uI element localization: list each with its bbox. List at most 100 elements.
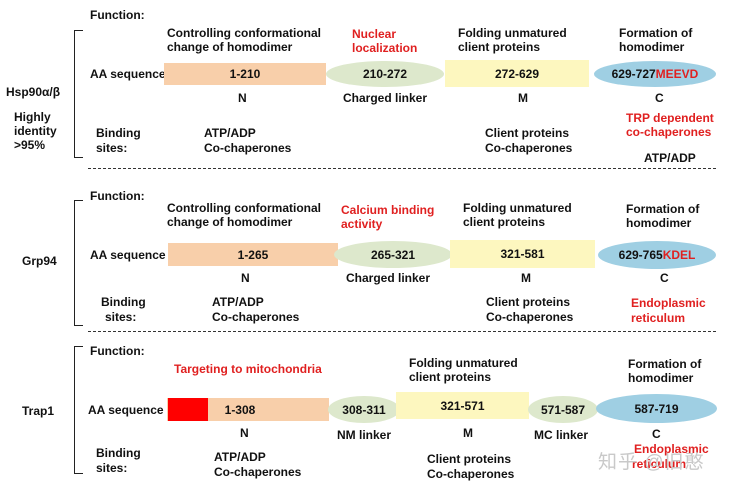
m-domain-range: 272-629 xyxy=(494,66,540,81)
label-c: C xyxy=(652,427,661,441)
c-domain-motif: KDEL xyxy=(662,248,696,262)
binding-c-black: ATP/ADP xyxy=(644,151,696,165)
binding-n-2: Co-chaperones xyxy=(204,141,292,155)
nm-linker-ellipse: 308-311 xyxy=(328,396,400,423)
binding-label-2: sites: xyxy=(96,141,128,155)
n-domain-range: 1-308 xyxy=(224,402,256,417)
function-n-1: Controlling conformational xyxy=(167,201,321,215)
c-domain-range: 629-765 xyxy=(618,248,663,262)
function-linker-2: localization xyxy=(352,41,418,55)
function-n-2: change of homodimer xyxy=(167,215,293,229)
bracket xyxy=(74,30,83,158)
watermark: 知乎 @旧憨 xyxy=(598,452,705,473)
c-domain-ellipse: 629-727 MEEVD xyxy=(594,61,716,87)
c-domain-ellipse: 629-765 KDEL xyxy=(598,241,716,269)
identity-line-3: >95% xyxy=(14,138,46,152)
binding-m-2: Co-chaperones xyxy=(427,467,515,481)
identity-line-1: Highly xyxy=(14,110,51,124)
m-domain-range: 321-581 xyxy=(500,247,545,261)
function-label: Function: xyxy=(90,344,145,358)
linker-ellipse: 265-321 xyxy=(334,241,452,268)
aa-sequence-label: AA sequence xyxy=(90,67,166,81)
label-n: N xyxy=(241,271,250,285)
binding-n-1: ATP/ADP xyxy=(214,450,266,464)
label-m: M xyxy=(521,271,531,285)
identity-line-2: identity xyxy=(14,124,57,138)
binding-label-2: sites: xyxy=(105,310,137,324)
aa-sequence-label: AA sequence xyxy=(88,403,164,417)
c-domain-ellipse: 587-719 xyxy=(596,394,717,423)
function-c-1: Formation of xyxy=(619,26,693,40)
binding-n-1: ATP/ADP xyxy=(204,126,256,140)
section-divider xyxy=(88,331,716,332)
binding-n-2: Co-chaperones xyxy=(214,465,302,479)
function-m-1: Folding unmatured xyxy=(463,201,572,215)
binding-c-red-2: reticulum xyxy=(631,311,686,325)
label-mc-linker: MC linker xyxy=(534,428,589,442)
binding-label-1: Binding xyxy=(96,126,141,140)
linker-ellipse: 210-272 xyxy=(326,61,444,87)
binding-c-red-2: reticulum xyxy=(632,457,687,471)
label-linker: Charged linker xyxy=(343,91,428,105)
c-domain-range: 587-719 xyxy=(634,401,679,416)
binding-m-1: Client proteins xyxy=(486,295,571,309)
label-n: N xyxy=(240,426,249,440)
m-domain-bar: 321-571 xyxy=(396,392,529,419)
binding-label-2: sites: xyxy=(96,461,128,475)
binding-n-1: ATP/ADP xyxy=(212,295,264,309)
function-c-2: homodimer xyxy=(626,216,692,230)
binding-c-red-1: Endoplasmic xyxy=(631,296,706,310)
m-domain-range: 321-571 xyxy=(440,398,485,413)
c-domain-range: 629-727 xyxy=(611,67,656,81)
label-c: C xyxy=(660,271,669,285)
protein-name: Trap1 xyxy=(22,404,55,418)
function-c-2: homodimer xyxy=(619,40,685,54)
mc-linker-ellipse: 571-587 xyxy=(528,396,598,423)
aa-sequence-label: AA sequence xyxy=(90,248,166,262)
label-m: M xyxy=(518,91,528,105)
binding-m-2: Co-chaperones xyxy=(485,141,573,155)
binding-label-1: Binding xyxy=(96,446,141,460)
binding-m-1: Client proteins xyxy=(485,126,570,140)
nm-linker-range: 308-311 xyxy=(342,402,386,417)
function-m-1: Folding unmatured xyxy=(458,26,567,40)
binding-m-1: Client proteins xyxy=(427,452,512,466)
function-linker-2: activity xyxy=(341,217,383,231)
label-n: N xyxy=(238,91,247,105)
function-c-1: Formation of xyxy=(626,202,700,216)
function-linker-1: Nuclear xyxy=(352,27,397,41)
function-c-1: Formation of xyxy=(628,357,702,371)
function-n-red: Targeting to mitochondria xyxy=(174,362,322,376)
linker-range: 265-321 xyxy=(370,247,416,262)
function-c-2: homodimer xyxy=(628,371,694,385)
protein-name: Grp94 xyxy=(22,254,57,268)
binding-c-red-2: co-chaperones xyxy=(626,125,712,139)
n-domain-range: 1-210 xyxy=(229,67,261,81)
binding-c-red-1: Endoplasmic xyxy=(634,442,709,456)
n-domain-range: 1-265 xyxy=(237,247,269,262)
label-c: C xyxy=(655,91,664,105)
mito-target-block xyxy=(168,398,208,421)
function-linker-1: Calcium binding xyxy=(341,203,435,217)
mc-linker-range: 571-587 xyxy=(540,402,586,417)
n-domain-bar: 1-265 xyxy=(168,243,338,266)
c-domain-motif: MEEVD xyxy=(655,67,699,81)
function-m-1: Folding unmatured xyxy=(409,356,518,370)
binding-n-2: Co-chaperones xyxy=(212,310,300,324)
label-linker: Charged linker xyxy=(346,271,431,285)
n-domain-bar: 1-210 xyxy=(164,63,326,85)
label-m: M xyxy=(463,426,473,440)
bracket xyxy=(74,200,83,326)
function-m-2: client proteins xyxy=(463,215,546,229)
function-n-2: change of homodimer xyxy=(167,40,293,54)
binding-c-red-1: TRP dependent xyxy=(626,111,714,125)
m-domain-bar: 321-581 xyxy=(450,240,595,268)
function-m-2: client proteins xyxy=(458,40,541,54)
function-m-2: client proteins xyxy=(409,370,492,384)
label-nm-linker: NM linker xyxy=(337,428,392,442)
function-label: Function: xyxy=(90,189,145,203)
function-label: Function: xyxy=(90,8,145,22)
protein-name: Hsp90α/β xyxy=(6,85,61,99)
section-divider xyxy=(88,168,716,169)
binding-m-2: Co-chaperones xyxy=(486,310,574,324)
